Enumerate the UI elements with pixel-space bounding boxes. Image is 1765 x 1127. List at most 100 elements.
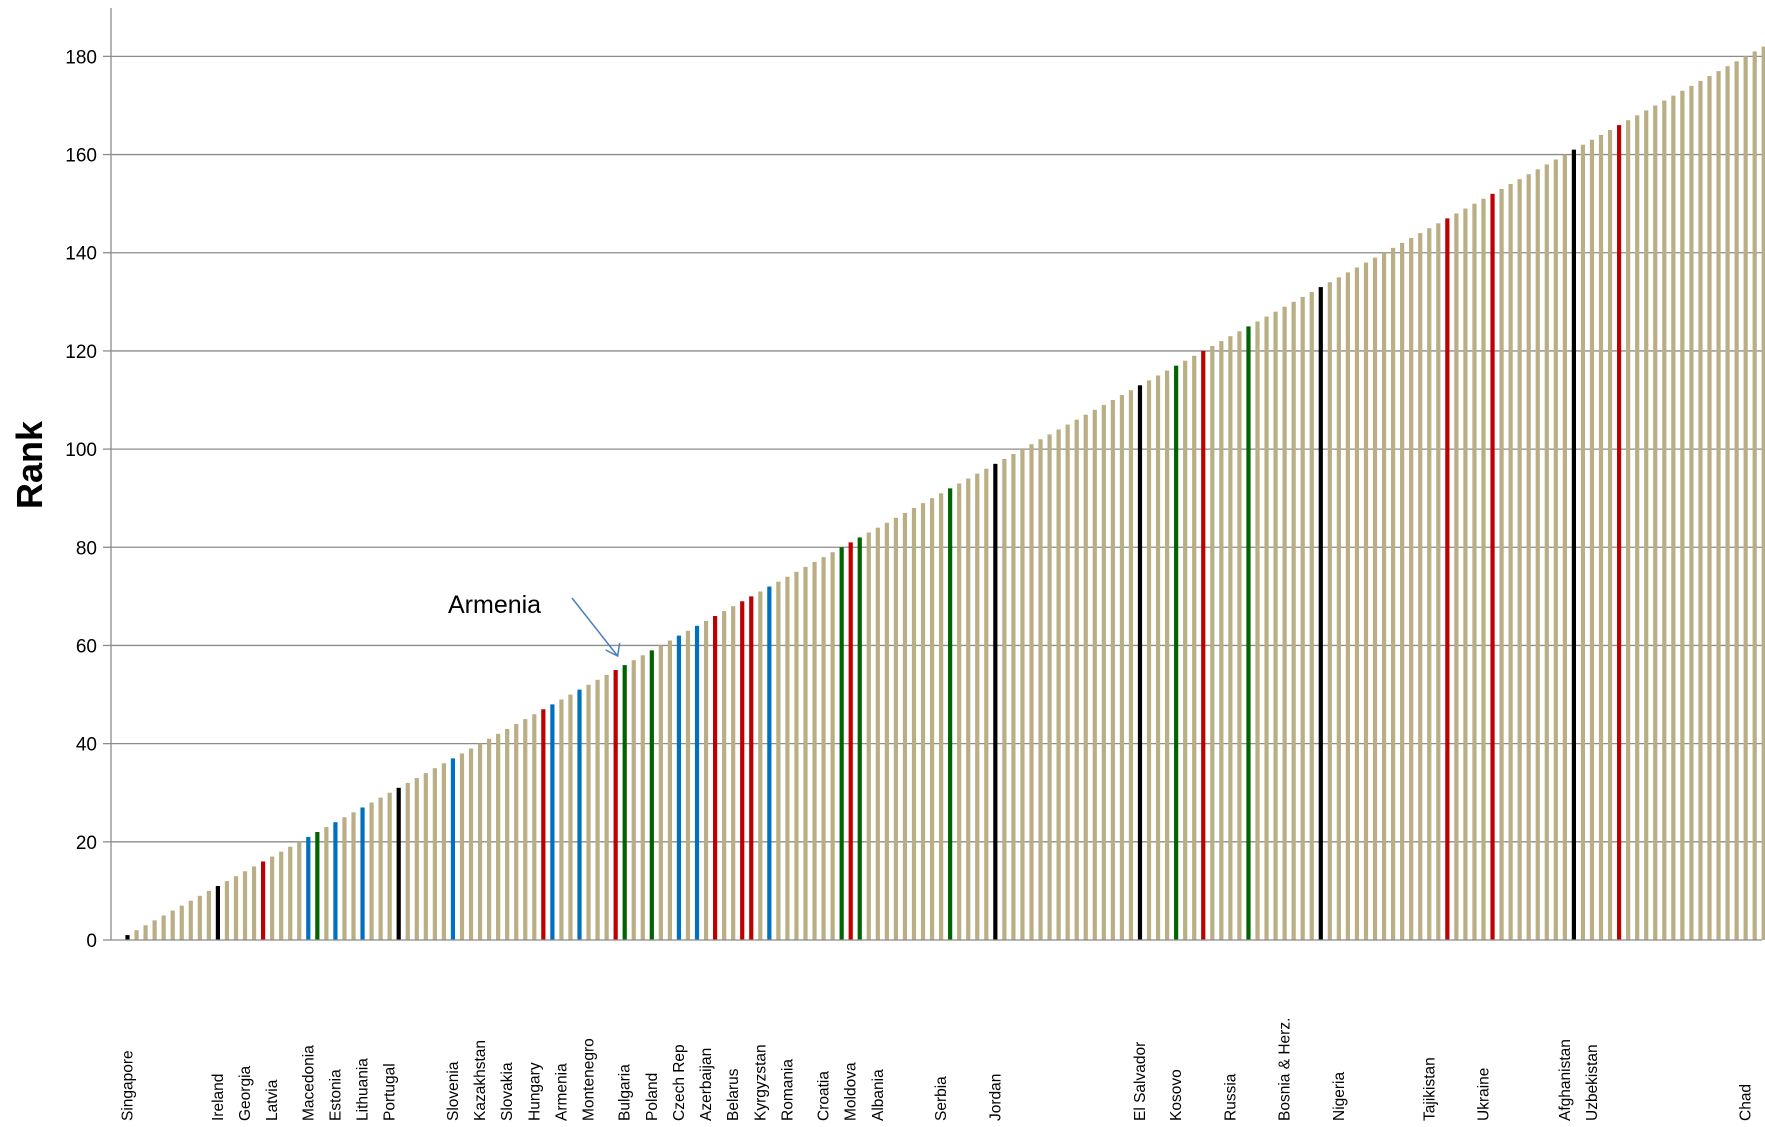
bar (1065, 424, 1070, 940)
y-tick-label: 160 (65, 146, 97, 167)
annotation-arrow (571, 597, 619, 657)
bar (459, 753, 465, 940)
country-label: Croatia (816, 1071, 833, 1121)
bar (812, 562, 817, 940)
bar (1011, 454, 1016, 940)
bar-highlighted (450, 758, 456, 940)
bar (1544, 164, 1549, 940)
bar (1056, 429, 1061, 940)
country-label: Kosovo (1168, 1069, 1185, 1121)
bar-highlighted (622, 665, 627, 940)
y-tick-label: 40 (76, 735, 97, 756)
bar (152, 920, 157, 940)
y-tick-label: 100 (65, 440, 97, 461)
bar-highlighted (1617, 125, 1622, 941)
bar (785, 576, 790, 940)
bar (1743, 56, 1748, 940)
bar-highlighted (848, 542, 853, 940)
gridlines (111, 55, 1762, 843)
bar (1716, 71, 1721, 941)
bar (206, 890, 211, 940)
country-label: Macedonia (300, 1045, 317, 1121)
country-label: Russia (1222, 1073, 1239, 1121)
bar (1635, 115, 1640, 941)
bar (224, 881, 230, 940)
bar (288, 846, 293, 940)
bar (821, 557, 826, 940)
bar (1418, 233, 1423, 941)
bar (1662, 100, 1667, 940)
bar (351, 812, 356, 940)
bar (432, 768, 437, 940)
bar (197, 895, 202, 940)
y-tick-label: 120 (65, 342, 97, 363)
bar (477, 743, 483, 940)
bar (342, 817, 347, 940)
bars (125, 46, 1765, 941)
bar (1291, 301, 1296, 941)
bar (1110, 400, 1115, 940)
y-tick-label: 60 (76, 636, 97, 657)
bar (803, 566, 808, 940)
bar (1192, 355, 1197, 941)
bar-highlighted (1174, 365, 1179, 940)
bar (1092, 409, 1097, 941)
bar (405, 782, 410, 940)
bar (233, 876, 239, 940)
country-labels: Singapore Ireland Georgia Latvia Macedonia Es… (120, 1018, 1755, 1121)
bar (1282, 306, 1287, 940)
bar (911, 508, 917, 940)
bar (667, 640, 672, 940)
bar-highlighted (740, 601, 745, 940)
bar (1381, 252, 1387, 941)
country-label: Serbia (933, 1076, 950, 1121)
country-label: Azerbaijan (698, 1048, 715, 1121)
country-label: El Salvador (1132, 1042, 1149, 1121)
annotations: Armenia (448, 591, 621, 658)
bar (1038, 439, 1043, 940)
country-label: Montenegro (581, 1038, 598, 1121)
bar (523, 719, 528, 940)
country-label: Albania (870, 1069, 887, 1121)
bar (1626, 120, 1631, 940)
country-label: Uzbekistan (1584, 1044, 1601, 1121)
bar (1336, 277, 1341, 940)
country-label: Afghanistan (1557, 1039, 1574, 1121)
bar (1228, 336, 1233, 940)
country-label: Bosnia & Herz. (1277, 1018, 1294, 1121)
bar (1083, 414, 1088, 940)
bar (604, 674, 609, 940)
bar (559, 699, 564, 940)
country-label: Bulgaria (617, 1064, 634, 1121)
bar (1517, 179, 1522, 941)
country-label: Belarus (725, 1068, 742, 1121)
bar (966, 478, 971, 940)
bar (1671, 95, 1676, 940)
bar-highlighted (306, 836, 311, 940)
country-label: Romania (779, 1059, 796, 1121)
bar (1752, 51, 1757, 941)
bar (1481, 198, 1486, 941)
bar-highlighted (649, 650, 654, 940)
country-label: Kyrgyzstan (752, 1044, 769, 1121)
bar (758, 591, 763, 940)
bar (875, 527, 880, 940)
y-axis-label: Rank (9, 420, 50, 509)
bar (1526, 174, 1531, 940)
bar (1237, 331, 1242, 940)
bar (1689, 85, 1694, 940)
bar (1607, 130, 1613, 940)
bar-highlighted (1318, 287, 1323, 941)
bar-highlighted (694, 625, 700, 940)
bar (1707, 76, 1712, 940)
bar (1047, 434, 1052, 940)
bar (975, 473, 980, 940)
bar (1463, 208, 1468, 940)
bar (1183, 360, 1188, 940)
bar (134, 930, 139, 940)
bar (1101, 404, 1106, 940)
bar (1363, 262, 1369, 940)
bar (703, 620, 709, 940)
bar-highlighted (767, 586, 772, 940)
bar (884, 522, 889, 940)
